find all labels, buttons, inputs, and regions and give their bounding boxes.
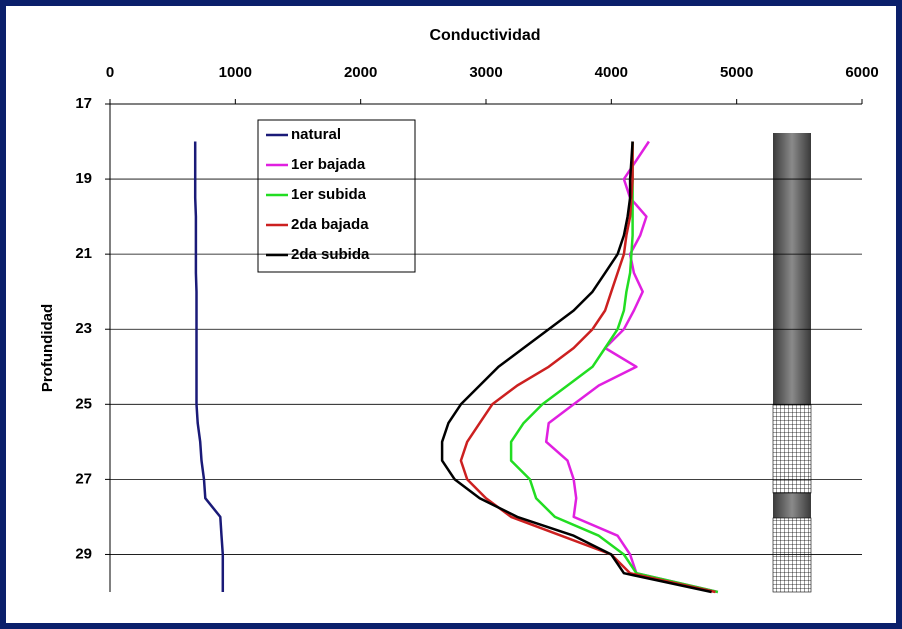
y-tick-label: 19 bbox=[75, 170, 92, 187]
series-line bbox=[440, 141, 712, 594]
chart-title: Conductividad bbox=[429, 27, 540, 44]
x-tick-label: 6000 bbox=[845, 64, 878, 81]
legend-label: 2da bajada bbox=[291, 216, 369, 233]
well-screen bbox=[772, 517, 812, 593]
x-tick-label: 4000 bbox=[595, 64, 628, 81]
legend-label: 1er subida bbox=[291, 186, 367, 203]
x-tick-label: 1000 bbox=[219, 64, 252, 81]
y-tick-label: 23 bbox=[75, 320, 92, 337]
x-tick-label: 0 bbox=[106, 64, 114, 81]
well-casing bbox=[773, 133, 811, 592]
series-line bbox=[459, 141, 716, 594]
series-line bbox=[509, 141, 719, 594]
y-tick-label: 25 bbox=[75, 395, 92, 412]
y-tick-label: 27 bbox=[75, 470, 92, 487]
legend-label: 1er bajada bbox=[291, 156, 366, 173]
legend-label: natural bbox=[291, 126, 341, 143]
x-tick-label: 3000 bbox=[469, 64, 502, 81]
y-tick-label: 29 bbox=[75, 545, 92, 562]
x-tick-label: 5000 bbox=[720, 64, 753, 81]
series-line bbox=[193, 141, 225, 592]
y-tick-label: 21 bbox=[75, 245, 92, 262]
series-line bbox=[544, 140, 719, 594]
well-screen bbox=[772, 404, 812, 494]
y-axis-label: Profundidad bbox=[39, 304, 56, 392]
y-tick-label: 17 bbox=[75, 95, 92, 112]
x-tick-label: 2000 bbox=[344, 64, 377, 81]
